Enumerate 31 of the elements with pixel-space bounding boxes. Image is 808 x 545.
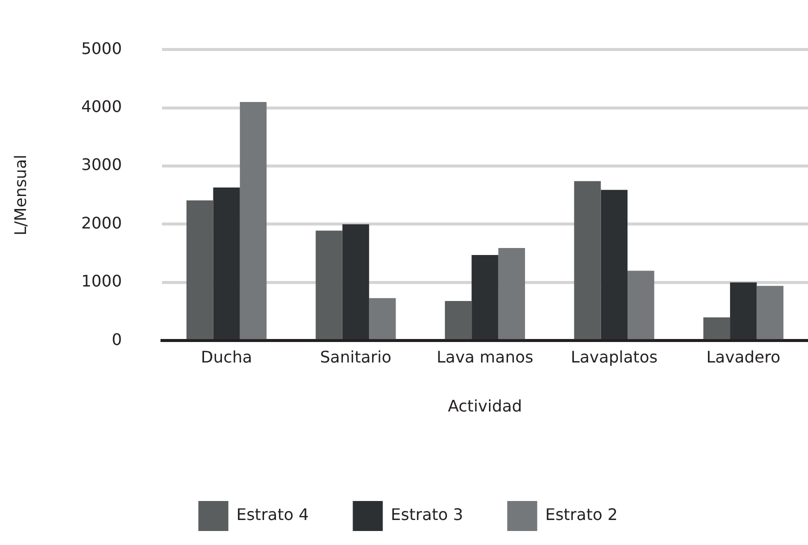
y-tick-label: 2000 [81,213,122,232]
bar [369,298,396,340]
legend-label: Estrato 4 [236,505,309,524]
x-tick-label: Lavadero [706,347,780,366]
y-tick-label: 0 [112,330,122,349]
x-axis-title: Actividad [448,396,522,416]
bar [730,282,757,340]
bar [600,190,628,340]
bar [213,188,240,340]
bar [628,270,654,340]
y-tick-label: 5000 [81,38,122,58]
legend-label: Estrato 3 [390,505,464,524]
y-axis-title: L/Mensual [10,154,30,236]
bar [756,286,784,340]
y-tick-label: 1000 [81,272,122,291]
bar [186,200,214,340]
y-tick-label: 4000 [81,96,122,116]
y-tick-label: 3000 [81,155,122,174]
x-tick-label: Sanitario [320,347,392,366]
bar [574,181,601,340]
bar [703,317,730,340]
bar [472,255,498,340]
bar [444,301,472,340]
bar [240,102,267,340]
legend-label: Estrato 2 [545,505,618,524]
x-tick-label: Lavaplatos [570,347,658,366]
bar [342,224,370,340]
bar [498,248,526,340]
bar [316,230,342,340]
x-tick-label: Lava manos [436,347,534,366]
x-tick-label: Ducha [200,347,252,366]
